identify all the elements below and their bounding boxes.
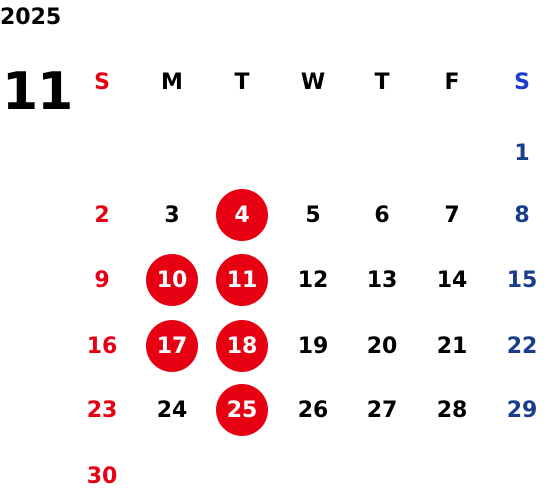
day-cell: 27: [366, 397, 398, 423]
day-cell-highlighted: 11: [216, 254, 268, 306]
day-cell: 9: [94, 267, 110, 293]
day-cell: 13: [366, 267, 398, 293]
day-cell: 22: [506, 333, 538, 359]
day-cell: 26: [297, 397, 329, 423]
day-cell-highlighted: 25: [216, 384, 268, 436]
day-cell: 7: [444, 202, 460, 228]
day-cell: 23: [86, 397, 118, 423]
weekday-header-thursday: T: [374, 69, 390, 95]
year-label: 2025: [0, 5, 62, 30]
day-cell: 6: [374, 202, 390, 228]
day-cell: 29: [506, 397, 538, 423]
day-cell: 20: [366, 333, 398, 359]
day-cell-highlighted: 17: [146, 320, 198, 372]
month-number: 11: [2, 62, 73, 122]
day-cell: 21: [436, 333, 468, 359]
weekday-header-wednesday: W: [300, 69, 326, 95]
day-cell: 15: [506, 267, 538, 293]
day-cell: 8: [514, 202, 530, 228]
day-cell-highlighted: 18: [216, 320, 268, 372]
day-cell: 19: [297, 333, 329, 359]
day-cell: 5: [305, 202, 321, 228]
day-cell: 3: [164, 202, 180, 228]
weekday-header-friday: F: [444, 69, 460, 95]
day-cell: 16: [86, 333, 118, 359]
day-cell: 2: [94, 202, 110, 228]
weekday-header-sunday: S: [94, 69, 110, 95]
weekday-header-tuesday: T: [234, 69, 250, 95]
day-cell: 12: [297, 267, 329, 293]
day-cell: 1: [514, 140, 530, 166]
day-cell-highlighted: 4: [216, 189, 268, 241]
day-cell: 28: [436, 397, 468, 423]
weekday-header-monday: M: [161, 69, 183, 95]
day-cell: 24: [156, 397, 188, 423]
weekday-header-saturday: S: [514, 69, 530, 95]
day-cell: 14: [436, 267, 468, 293]
day-cell: 30: [86, 463, 118, 489]
day-cell-highlighted: 10: [146, 254, 198, 306]
